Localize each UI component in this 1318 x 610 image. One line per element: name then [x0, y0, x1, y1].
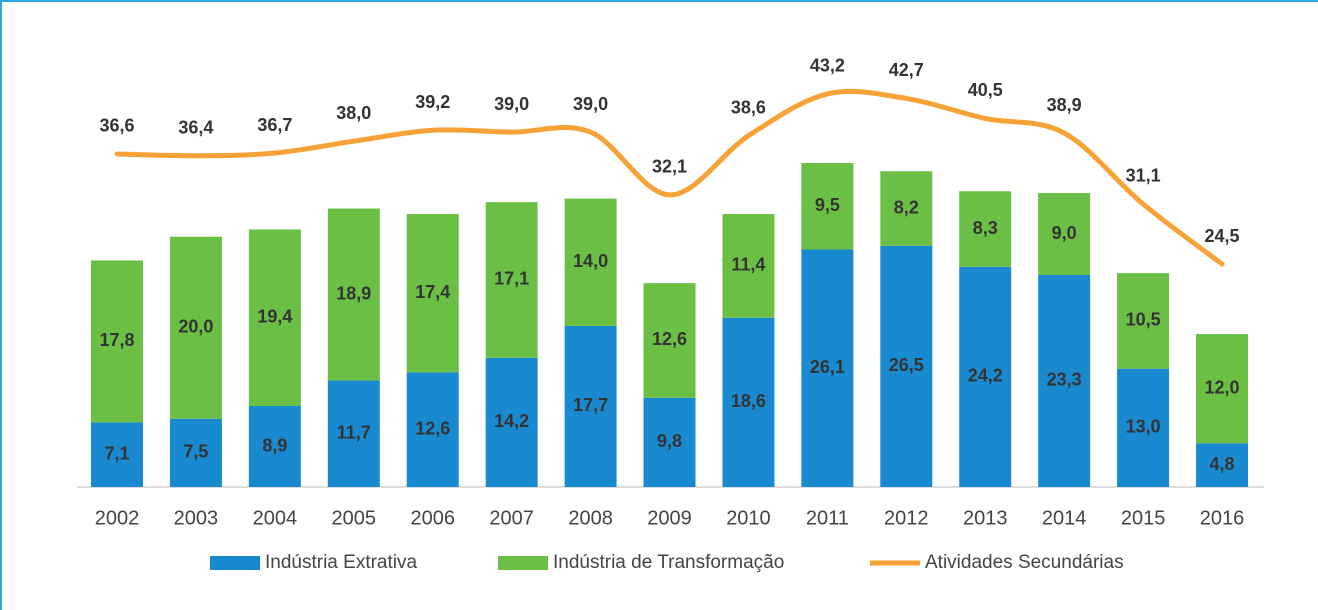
data-label: 7,1 [104, 443, 129, 463]
data-label: 36,4 [178, 118, 213, 138]
bar-segment [643, 283, 696, 398]
legend-label: Indústria Extrativa [265, 552, 417, 573]
data-label: 11,4 [731, 255, 765, 275]
data-label: 12,6 [652, 329, 687, 349]
bar-segment [91, 260, 143, 423]
legend-label: Atividades Secundárias [925, 552, 1124, 573]
data-label: 20,0 [178, 317, 213, 337]
x-tick-label: 2002 [95, 507, 140, 529]
bar-segment [722, 317, 775, 487]
data-label: 18,9 [336, 283, 371, 303]
data-label: 7,5 [183, 442, 208, 462]
bar-segment [722, 214, 775, 318]
data-label: 23,3 [1047, 370, 1082, 390]
data-label: 17,1 [494, 269, 529, 289]
data-label: 4,8 [1210, 454, 1235, 474]
data-label: 11,7 [337, 423, 371, 443]
bar-segment [248, 229, 301, 407]
data-label: 24,5 [1204, 226, 1239, 246]
x-tick-label: 2015 [1121, 507, 1166, 529]
bar-segment [169, 418, 222, 487]
x-tick-label: 2006 [410, 507, 455, 529]
bar-segment [880, 245, 933, 487]
bar-segment [327, 208, 380, 381]
x-tick-label: 2007 [489, 507, 534, 529]
legend-swatch [498, 556, 548, 570]
bar-segment [801, 249, 854, 487]
data-label: 17,7 [573, 395, 608, 415]
data-label: 42,7 [889, 60, 924, 80]
bar-segment [959, 191, 1012, 267]
x-tick-label: 2011 [806, 507, 849, 529]
data-label: 14,2 [494, 411, 529, 431]
bar-segment [959, 266, 1012, 487]
x-tick-label: 2004 [253, 507, 298, 529]
data-label: 38,9 [1047, 95, 1082, 115]
bar-segment [1117, 368, 1170, 487]
bar-segment [1196, 334, 1249, 444]
bar-segment [406, 214, 459, 373]
bar-segment [564, 198, 617, 326]
data-label: 40,5 [968, 80, 1003, 100]
x-tick-label: 2013 [963, 507, 1008, 529]
data-label: 38,6 [731, 97, 766, 117]
data-label: 36,7 [257, 115, 292, 135]
data-label: 24,2 [968, 366, 1003, 386]
data-label: 13,0 [1126, 417, 1161, 437]
data-label: 17,4 [415, 282, 450, 302]
data-label: 10,5 [1126, 310, 1161, 330]
data-label: 9,5 [815, 195, 840, 215]
x-tick-label: 2009 [647, 507, 692, 529]
data-label: 9,0 [1052, 223, 1077, 243]
bar-segment [485, 357, 538, 487]
data-label: 8,2 [894, 197, 919, 217]
bar-segment [1038, 274, 1091, 487]
bar-segment [169, 236, 222, 419]
data-label: 14,0 [573, 251, 608, 271]
bar-segment [643, 397, 696, 487]
data-label: 12,6 [415, 418, 450, 438]
bar-segment [406, 372, 459, 487]
bar-segment [1196, 443, 1249, 487]
x-tick-label: 2012 [884, 507, 929, 529]
data-label: 39,0 [573, 94, 608, 114]
x-tick-label: 2008 [568, 507, 613, 529]
data-label: 12,0 [1204, 377, 1239, 397]
data-label: 43,2 [810, 56, 845, 76]
data-label: 39,0 [494, 94, 529, 114]
x-tick-label: 2003 [174, 507, 219, 529]
bar-segment [1038, 193, 1091, 275]
x-tick-label: 2016 [1200, 507, 1245, 529]
bar-segment [248, 406, 301, 487]
data-label: 32,1 [652, 157, 687, 177]
bar-segment [327, 380, 380, 487]
bar-segment [485, 202, 538, 358]
data-label: 39,2 [415, 92, 450, 112]
legend-swatch [210, 556, 260, 570]
x-tick-label: 2010 [726, 507, 771, 529]
data-label: 26,5 [889, 355, 924, 375]
data-label: 17,8 [99, 330, 134, 350]
bar-segment [91, 422, 143, 487]
x-tick-label: 2005 [332, 507, 377, 529]
legend-label: Indústria de Transformação [553, 552, 784, 573]
data-label: 8,9 [262, 435, 287, 455]
data-label: 8,3 [973, 218, 998, 238]
bar-segment [564, 325, 617, 487]
bar-segment [801, 163, 854, 250]
data-label: 18,6 [731, 391, 766, 411]
data-label: 36,6 [99, 116, 134, 136]
data-label: 38,0 [336, 103, 371, 123]
data-label: 31,1 [1126, 166, 1161, 186]
data-label: 9,8 [657, 431, 682, 451]
bar-segment [1117, 273, 1170, 369]
data-label: 19,4 [257, 306, 292, 326]
bar-segment [880, 171, 933, 246]
data-label: 26,1 [810, 357, 845, 377]
line [114, 88, 1225, 267]
x-tick-label: 2014 [1042, 507, 1087, 529]
